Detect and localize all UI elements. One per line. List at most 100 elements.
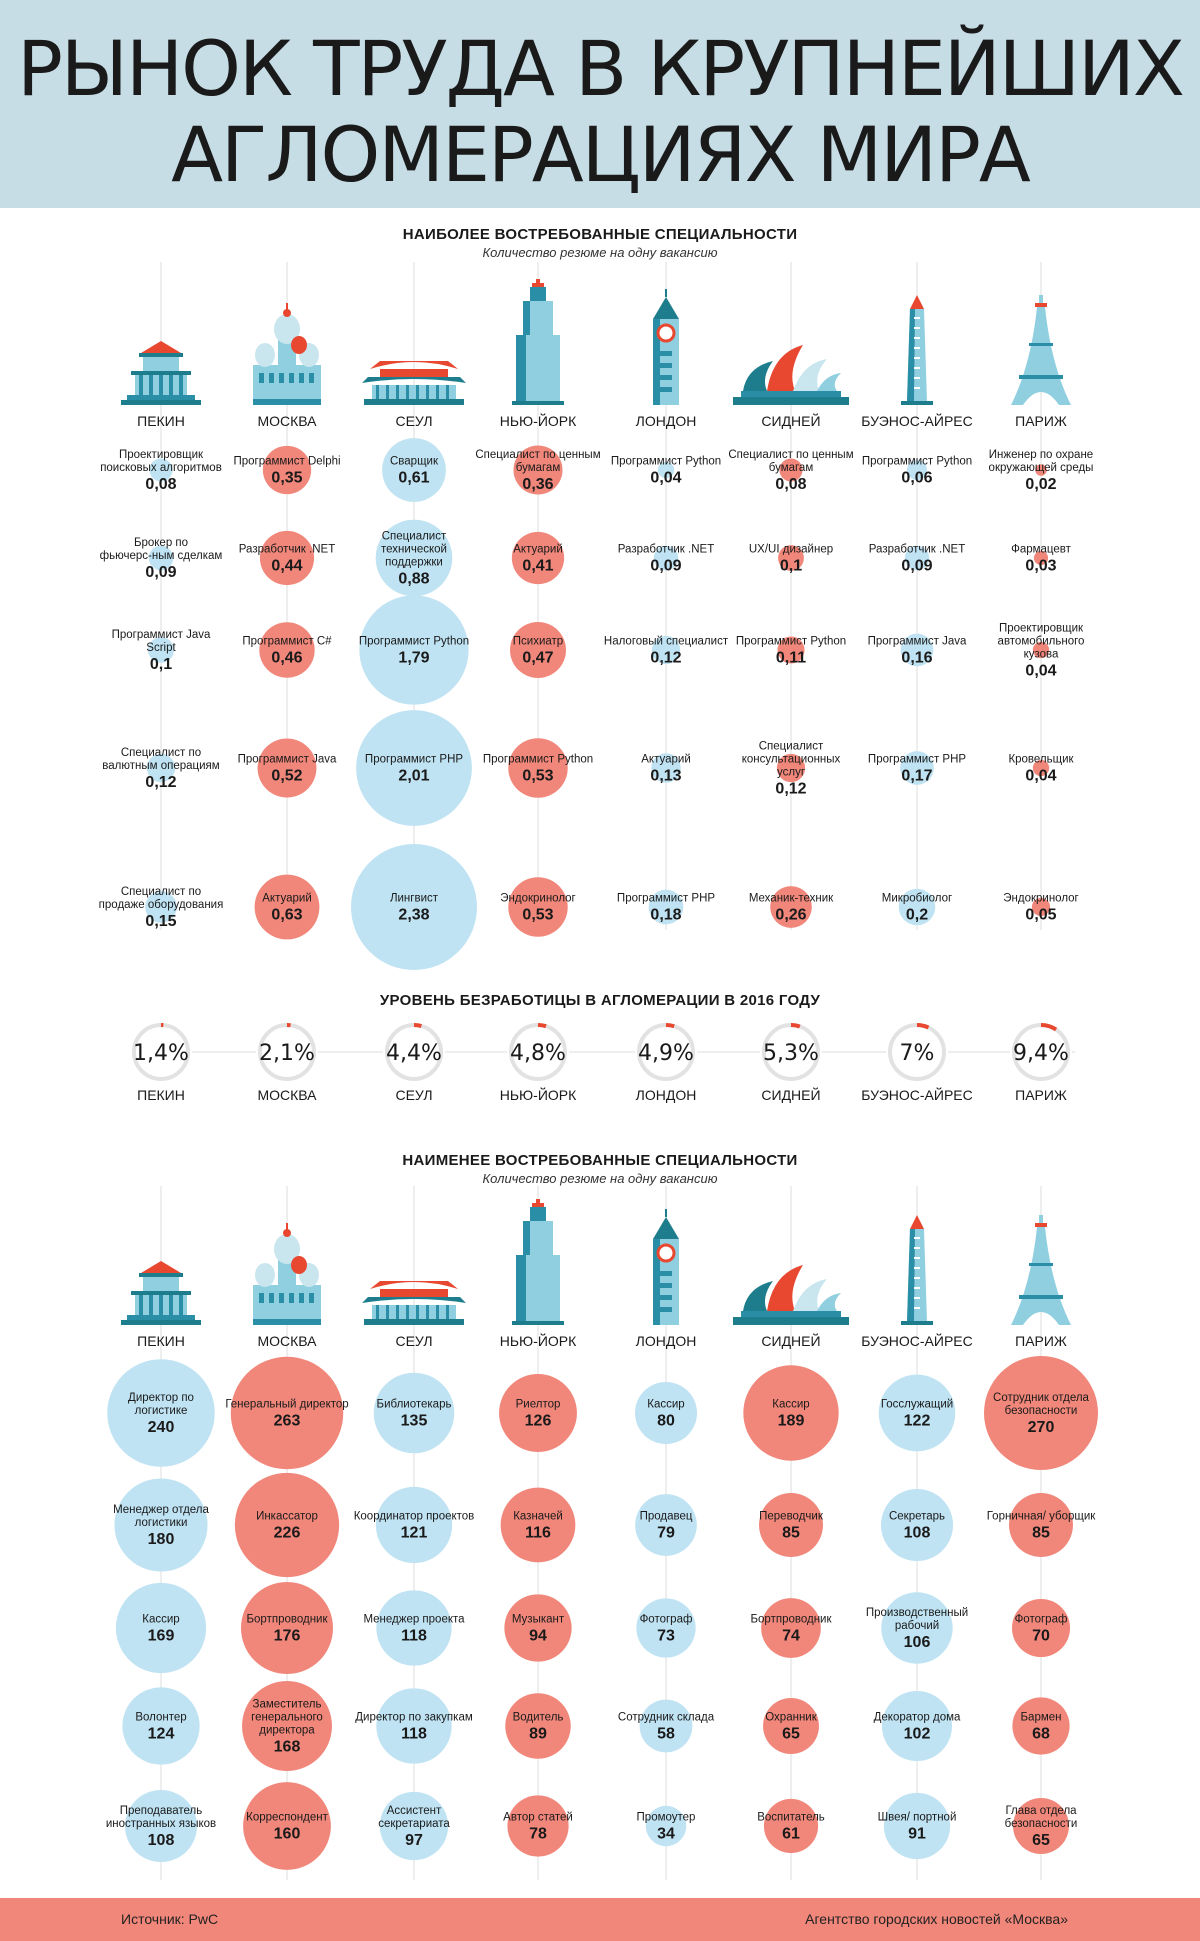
least-bubble-label: Кассир: [647, 1399, 684, 1411]
most-bubble: [508, 738, 568, 798]
least-bubble-value: 106: [904, 1634, 931, 1651]
least-bubble-value: 180: [148, 1531, 175, 1548]
most-bubble: [1035, 464, 1047, 476]
least-bubble-label: безопасности: [1005, 1405, 1078, 1417]
least-bubble-label: Музыкант: [512, 1614, 565, 1626]
least-city-label: ЛОНДОН: [636, 1333, 697, 1349]
most-bubble-label: Проектировщик: [999, 623, 1084, 635]
most-bubble-label: Инженер по охране: [989, 449, 1093, 461]
least-bubble: [645, 1805, 687, 1847]
unemployment-value: 4,8%: [510, 1041, 566, 1066]
least-bubble: [761, 1598, 821, 1658]
least-bubble-label: Менеджер отдела: [113, 1504, 209, 1516]
least-bubble-value: 160: [274, 1826, 301, 1843]
least-bubble-label: Директор по закупкам: [355, 1712, 473, 1724]
least-bubble-label: Промоутер: [637, 1812, 696, 1824]
most-bubble: [513, 445, 563, 495]
most-bubble: [375, 519, 453, 597]
least-demanded-title: НАИМЕНЕЕ ВОСТРЕБОВАННЫЕ СПЕЦИАЛЬНОСТИ: [402, 1152, 798, 1169]
most-bubble: [511, 531, 565, 585]
least-bubble-label: директора: [259, 1725, 315, 1737]
least-city-label: СЕУЛ: [395, 1333, 432, 1349]
unemployment-value: 2,1%: [259, 1041, 315, 1066]
most-city-label: СЕУЛ: [395, 413, 432, 429]
footer-source: Источник: PwC: [121, 1911, 219, 1927]
most-bubble-label: Разработчик .NET: [239, 544, 335, 556]
least-bubble: [373, 1372, 455, 1454]
least-bubble-label: Сотрудник склада: [618, 1712, 715, 1724]
most-bubble-label: Специалист по: [121, 747, 201, 759]
most-bubble-value: 0,06: [901, 470, 932, 487]
most-bubble-value: 0,08: [775, 476, 806, 493]
most-bubble-value: 2,38: [398, 907, 429, 924]
least-bubble-value: 176: [274, 1628, 301, 1645]
least-bubble-label: Бармен: [1021, 1712, 1062, 1724]
most-bubble-label: Программист Python: [736, 636, 846, 648]
most-bubble-value: 0,08: [145, 476, 176, 493]
header-banner: [0, 0, 1200, 208]
least-bubble: [883, 1792, 951, 1860]
temple-icon: [121, 1261, 201, 1325]
most-bubble-label: Программист Delphi: [233, 456, 340, 468]
most-bubble: [1031, 897, 1051, 917]
most-bubble: [259, 622, 315, 678]
most-bubble-label: Актуарий: [262, 893, 312, 905]
unemployment-value: 1,4%: [133, 1041, 189, 1066]
least-bubble-label: Фотограф: [640, 1614, 693, 1626]
least-bubble-label: Фотограф: [1015, 1614, 1068, 1626]
skyscraper-icon: [512, 1199, 564, 1325]
most-city-label: ПЕКИН: [137, 413, 185, 429]
least-bubble-value: 80: [657, 1413, 675, 1430]
least-city-label: ПАРИЖ: [1015, 1333, 1067, 1349]
opera-house-icon: [733, 1265, 849, 1325]
least-bubble-label: Заместитель: [253, 1699, 322, 1711]
least-bubble-value: 91: [908, 1826, 926, 1843]
least-bubble-value: 189: [778, 1413, 805, 1430]
unemployment-donut-bg: [507, 1021, 569, 1083]
most-bubble-value: 0,18: [650, 907, 681, 924]
most-bubble-value: 0,41: [522, 558, 553, 575]
unemployment-donut-bg: [130, 1021, 192, 1083]
least-bubble-value: 73: [657, 1628, 675, 1645]
least-bubble-value: 169: [148, 1628, 175, 1645]
least-bubble-label: рабочий: [895, 1620, 939, 1632]
unemployment-value: 5,3%: [763, 1041, 819, 1066]
least-bubble-value: 34: [657, 1826, 675, 1843]
least-bubble: [122, 1687, 200, 1765]
least-bubble-label: Менеджер проекта: [363, 1614, 465, 1626]
least-bubble: [505, 1693, 571, 1759]
least-bubble-value: 89: [529, 1726, 547, 1743]
least-bubble: [1012, 1697, 1070, 1755]
most-bubble-value: 0,47: [522, 650, 553, 667]
most-bubble-value: 2,01: [398, 768, 429, 785]
page-title-line-2: АГЛОМЕРАЦИЯХ МИРА: [171, 110, 1031, 199]
least-bubble-value: 68: [1032, 1726, 1050, 1743]
most-bubble-label: Специалист по ценным: [475, 449, 600, 461]
least-bubble-value: 270: [1028, 1419, 1055, 1436]
most-bubble: [145, 891, 177, 923]
least-bubble-label: Декоратор дома: [874, 1712, 961, 1724]
most-bubble-value: 0,15: [145, 913, 176, 930]
most-bubble-value: 0,26: [775, 907, 806, 924]
least-bubble-value: 121: [401, 1525, 428, 1542]
most-bubble-label: Актуарий: [641, 754, 691, 766]
least-bubble: [743, 1365, 839, 1461]
least-bubble: [504, 1594, 572, 1662]
most-bubble-value: 0,16: [901, 650, 932, 667]
most-bubble: [777, 636, 805, 664]
least-bubble: [634, 1381, 698, 1445]
most-bubble: [900, 633, 934, 667]
least-bubble-value: 85: [1032, 1525, 1050, 1542]
most-bubble-value: 0,61: [398, 470, 429, 487]
most-bubble-value: 0,35: [271, 470, 302, 487]
most-bubble-value: 0,36: [522, 476, 553, 493]
least-bubble: [115, 1582, 207, 1674]
least-bubble-label: Продавец: [640, 1511, 693, 1523]
most-bubble-value: 0,1: [150, 656, 172, 673]
most-bubble-value: 0,2: [906, 907, 928, 924]
least-bubble-value: 135: [401, 1413, 428, 1430]
least-bubble-label: Кассир: [772, 1399, 809, 1411]
unemployment-donut-arc: [916, 1023, 930, 1030]
most-bubble-value: 0,44: [271, 558, 302, 575]
eiffel-tower-icon: [1011, 1215, 1071, 1325]
